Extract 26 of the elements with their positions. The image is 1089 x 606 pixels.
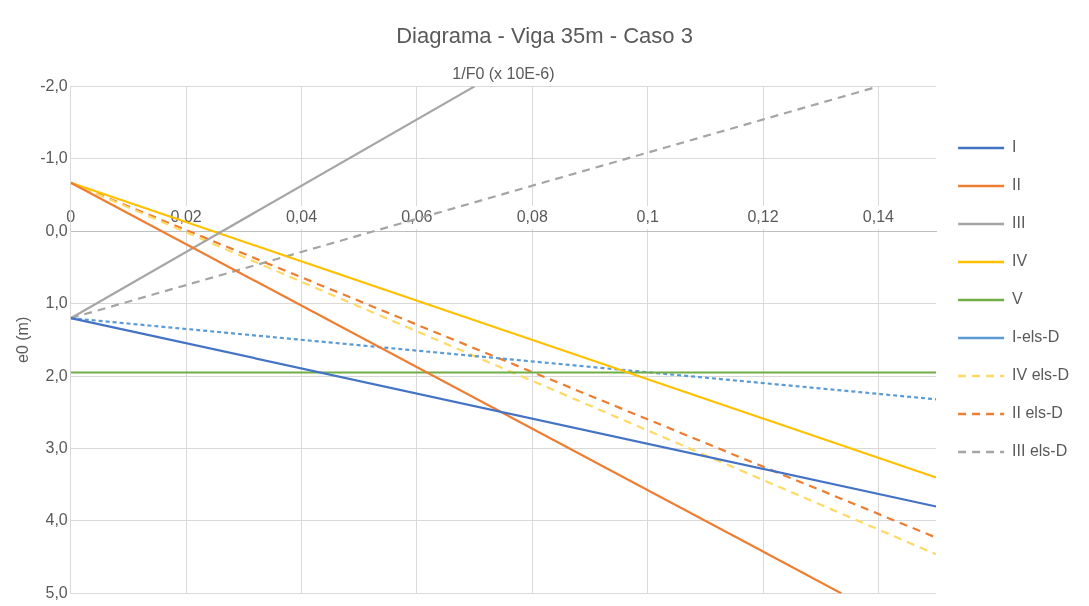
y-tick-label: 2,0 bbox=[45, 366, 68, 384]
legend-label: III bbox=[1012, 214, 1026, 232]
chart-title: Diagrama - Viga 35m - Caso 3 bbox=[396, 23, 693, 49]
y-tick-label: 4,0 bbox=[45, 511, 68, 529]
y-tick-label: 1,0 bbox=[45, 294, 68, 312]
y-axis-title: e0 (m) bbox=[14, 316, 32, 364]
x-tick-label: 0,1 bbox=[636, 208, 659, 226]
x-tick-label: 0,04 bbox=[285, 208, 318, 226]
legend-label: IV bbox=[1012, 252, 1028, 270]
legend-label: I-els-D bbox=[1012, 328, 1060, 346]
legend-label: I bbox=[1012, 138, 1017, 156]
y-tick-label: 0,0 bbox=[45, 221, 68, 239]
y-tick-label: 5,0 bbox=[45, 583, 68, 601]
legend-label: V bbox=[1012, 290, 1024, 308]
legend-label: III els-D bbox=[1012, 442, 1068, 460]
y-tick-label: -1,0 bbox=[40, 149, 68, 167]
y-tick-label: -2,0 bbox=[40, 76, 68, 94]
x-axis-title: 1/F0 (x 10E-6) bbox=[452, 64, 555, 82]
legend-label: II bbox=[1012, 176, 1021, 194]
x-tick-label: 0,02 bbox=[170, 208, 202, 226]
x-tick-label: 0,14 bbox=[862, 208, 895, 226]
x-tick-label: 0,12 bbox=[747, 208, 779, 226]
y-tick-label: 3,0 bbox=[45, 438, 68, 456]
legend-label: II els-D bbox=[1012, 404, 1063, 422]
legend-label: IV els-D bbox=[1012, 366, 1070, 384]
x-tick-label: 0,08 bbox=[516, 208, 548, 226]
